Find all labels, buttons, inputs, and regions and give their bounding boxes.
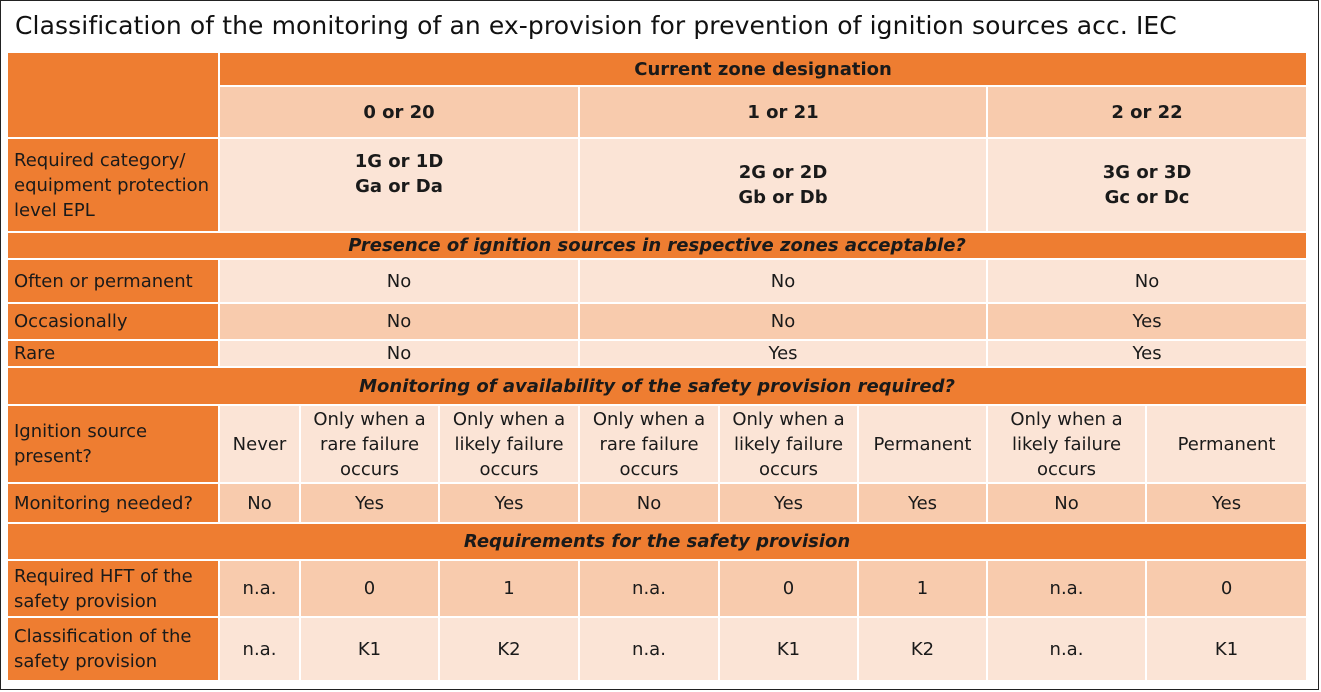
- figure-title: Classification of the monitoring of an e…: [15, 11, 1177, 40]
- zone-header: Current zone designation: [217, 51, 1309, 87]
- ignition-source-value: Only when a rare failure occurs: [299, 404, 440, 484]
- zone-2: 2 or 22: [985, 85, 1309, 139]
- monitoring-needed-label: Monitoring needed?: [6, 482, 220, 524]
- presence-value: No: [985, 258, 1309, 304]
- monitoring-needed-value: Yes: [299, 482, 440, 524]
- monitoring-header: Monitoring of availability of the safety…: [5, 366, 1309, 406]
- monitoring-needed-value: Yes: [718, 482, 859, 524]
- presence-row-label: Rare: [6, 339, 220, 368]
- presence-value: Yes: [985, 302, 1309, 341]
- epl-label: Required category/ equipment protection …: [6, 137, 220, 233]
- requirements-header-row: Requirements for the safety provision: [5, 522, 1309, 561]
- hft-value: 0: [1144, 559, 1309, 618]
- presence-header: Presence of ignition sources in respecti…: [5, 231, 1309, 260]
- corner-cell: [6, 51, 220, 139]
- classification-label: Classification of the safety provision: [6, 616, 220, 682]
- ignition-source-value: Only when a likely failure occurs: [438, 404, 580, 484]
- hft-value: n.a.: [986, 559, 1147, 618]
- presence-value: No: [218, 339, 580, 368]
- ignition-source-value: Permanent: [857, 404, 988, 484]
- ignition-source-value: Only when a rare failure occurs: [578, 404, 720, 484]
- hft-value: n.a.: [578, 559, 720, 618]
- classification-value: n.a.: [218, 616, 301, 682]
- classification-row: Classification of the safety provision n…: [6, 616, 1309, 682]
- presence-row-label: Often or permanent: [6, 258, 220, 304]
- classification-table: Current zone designation 0 or 20 1 or 21…: [5, 51, 1309, 682]
- monitoring-needed-value: No: [578, 482, 720, 524]
- monitoring-needed-value: Yes: [1144, 482, 1309, 524]
- epl-row: Required category/ equipment protection …: [6, 137, 1309, 233]
- zone-0: 0 or 20: [218, 85, 580, 139]
- epl-zone-1-line1: 2G or 2D: [738, 162, 828, 183]
- monitoring-needed-value: No: [218, 482, 301, 524]
- classification-value: K2: [857, 616, 988, 682]
- classification-value: K1: [299, 616, 440, 682]
- ignition-source-value: Only when a likely failure occurs: [986, 404, 1147, 484]
- monitoring-needed-value: Yes: [857, 482, 988, 524]
- presence-row: Rare No Yes Yes: [6, 339, 1309, 368]
- classification-value: K1: [718, 616, 859, 682]
- presence-row-label: Occasionally: [6, 302, 220, 341]
- presence-header-row: Presence of ignition sources in respecti…: [5, 231, 1309, 260]
- presence-row: Often or permanent No No No: [6, 258, 1309, 304]
- presence-value: No: [578, 302, 988, 341]
- ignition-source-value: Only when a likely failure occurs: [718, 404, 859, 484]
- classification-value: K1: [1144, 616, 1309, 682]
- epl-zone-0-line2: Ga or Da: [355, 176, 443, 197]
- hft-value: 1: [857, 559, 988, 618]
- classification-value: n.a.: [578, 616, 720, 682]
- presence-value: Yes: [578, 339, 988, 368]
- monitoring-header-row: Monitoring of availability of the safety…: [5, 366, 1309, 406]
- zone-row: 0 or 20 1 or 21 2 or 22: [7, 85, 1309, 139]
- epl-zone-1: 2G or 2D Gb or Db: [578, 137, 988, 233]
- hft-value: 0: [299, 559, 440, 618]
- requirements-header: Requirements for the safety provision: [5, 522, 1309, 561]
- classification-value: n.a.: [986, 616, 1147, 682]
- ignition-source-value: Never: [218, 404, 301, 484]
- presence-value: Yes: [985, 339, 1309, 368]
- hft-value: 0: [718, 559, 859, 618]
- presence-value: No: [218, 258, 580, 304]
- classification-value: K2: [438, 616, 580, 682]
- hft-value: 1: [438, 559, 580, 618]
- monitoring-needed-value: Yes: [438, 482, 580, 524]
- epl-zone-2-line1: 3G or 3D: [1102, 162, 1192, 183]
- presence-row: Occasionally No No Yes: [6, 302, 1309, 341]
- hft-label: Required HFT of the safety provision: [6, 559, 220, 618]
- monitoring-needed-row: Monitoring needed? No Yes Yes No Yes Yes…: [6, 482, 1309, 524]
- zone-1: 1 or 21: [578, 85, 988, 139]
- monitoring-needed-value: No: [986, 482, 1147, 524]
- zone-header-row: Current zone designation: [6, 51, 1309, 139]
- epl-zone-2: 3G or 3D Gc or Dc: [985, 137, 1309, 233]
- presence-value: No: [218, 302, 580, 341]
- hft-row: Required HFT of the safety provision n.a…: [6, 559, 1309, 618]
- hft-value: n.a.: [218, 559, 301, 618]
- presence-value: No: [578, 258, 988, 304]
- epl-zone-2-line2: Gc or Dc: [1104, 187, 1190, 208]
- ignition-source-row: Ignition source present? Never Only when…: [6, 404, 1309, 484]
- epl-zone-1-line2: Gb or Db: [738, 187, 828, 208]
- epl-zone-0-line1: 1G or 1D: [354, 151, 444, 172]
- ignition-source-label: Ignition source present?: [6, 404, 220, 484]
- epl-zone-0: 1G or 1D Ga or Da: [218, 137, 580, 233]
- ignition-source-value: Permanent: [1144, 404, 1309, 484]
